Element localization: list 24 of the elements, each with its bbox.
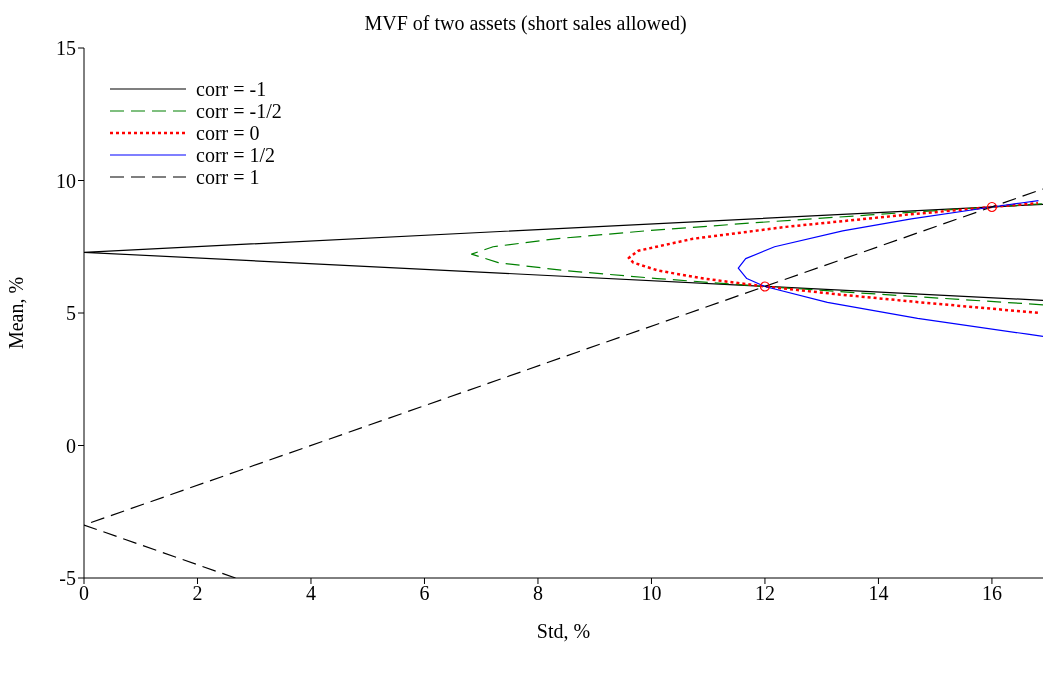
y-axis-title: Mean, %	[5, 276, 28, 350]
y-tick-label: -5	[59, 567, 76, 590]
x-tick-label: 12	[754, 582, 775, 605]
x-tick-label: 14	[868, 582, 889, 605]
legend-label: corr = 1/2	[196, 144, 276, 166]
y-tick-label: 0	[66, 434, 76, 457]
x-tick-label: 6	[419, 582, 430, 605]
line-series	[470, 203, 1043, 306]
legend-label: corr = -1	[196, 78, 267, 100]
y-tick-label: 10	[56, 169, 76, 192]
y-tick-label: 15	[56, 37, 76, 60]
line-series	[627, 201, 1040, 314]
line-series	[737, 200, 1043, 337]
legend-label: corr = 1	[196, 166, 260, 188]
y-tick-label: 5	[66, 302, 76, 325]
legend-label: corr = 0	[196, 122, 260, 144]
x-tick-label: 2	[192, 582, 203, 605]
x-tick-label: 4	[305, 582, 316, 605]
x-tick-label: 16	[981, 582, 1002, 605]
x-tick-label: 8	[532, 582, 543, 605]
legend-label: corr = -1/2	[196, 100, 282, 122]
x-axis-title: Std, %	[536, 620, 591, 642]
x-tick-label: 10	[641, 582, 662, 605]
chart-title: MVF of two assets (short sales allowed)	[363, 11, 688, 37]
